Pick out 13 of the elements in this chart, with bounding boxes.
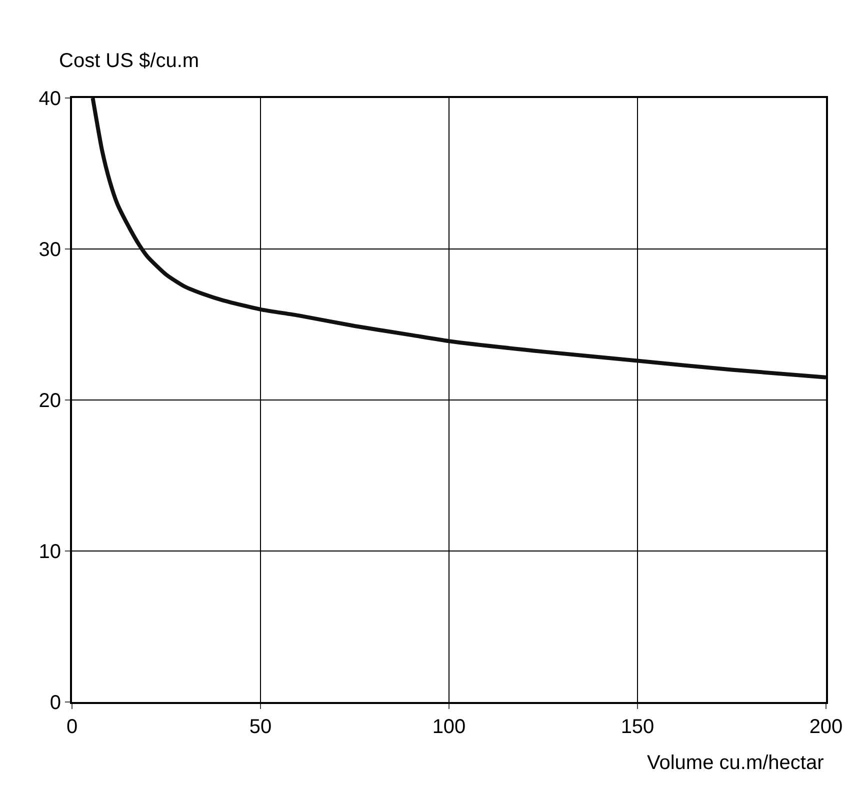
- y-tick-label: 10: [38, 541, 61, 563]
- x-tick-label: 200: [809, 716, 843, 738]
- x-tick-label: 0: [66, 716, 78, 738]
- x-axis-title: Volume cu.m/hectar: [647, 752, 824, 774]
- x-tick-label: 50: [249, 716, 272, 738]
- y-tick-label: 0: [50, 692, 61, 714]
- y-tick-label: 20: [38, 390, 61, 412]
- y-axis-title: Cost US $/cu.m: [59, 50, 200, 72]
- x-tick-label: 150: [620, 716, 654, 738]
- y-tick-label: 30: [38, 239, 61, 261]
- y-tick-label: 40: [38, 88, 61, 110]
- x-tick-label: 100: [432, 716, 466, 738]
- line-series: [90, 98, 826, 380]
